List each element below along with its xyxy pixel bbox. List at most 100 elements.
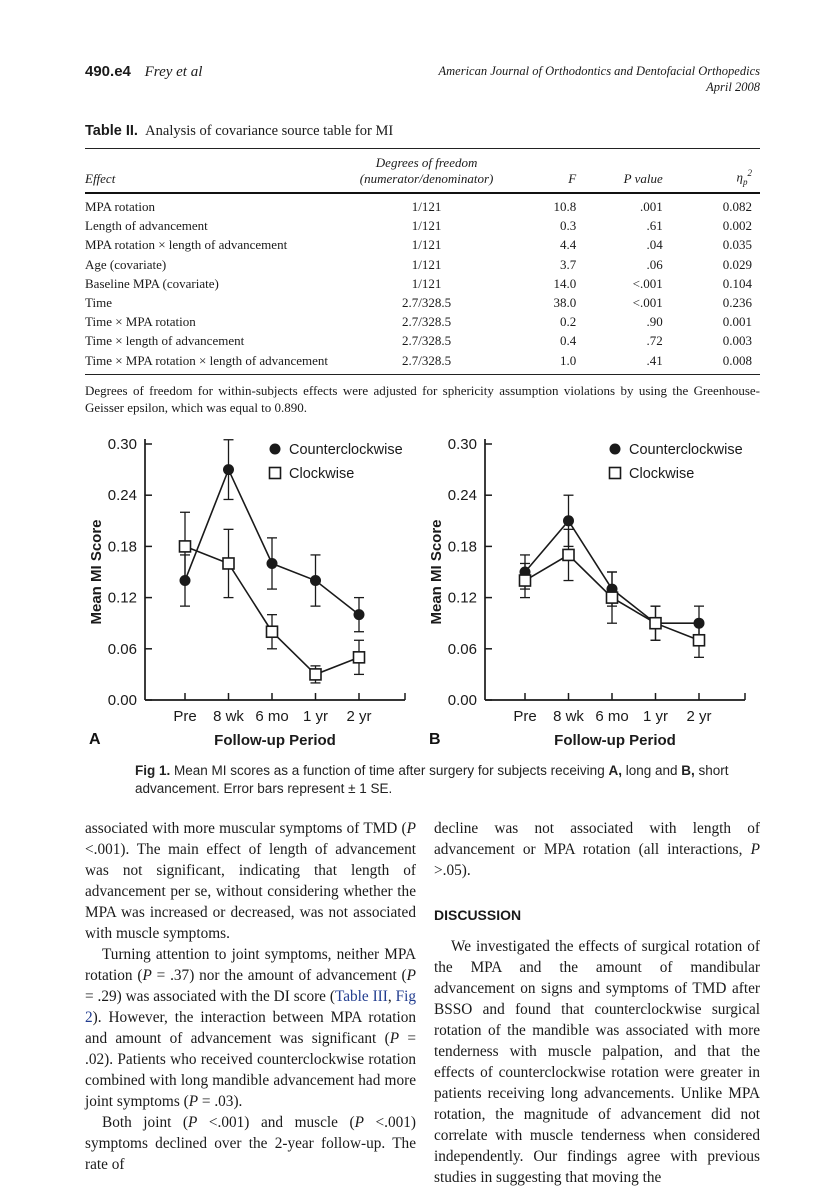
filled-circle-marker [609, 443, 621, 454]
line-chart-b: 0.00 0.06 0.12 0.18 0.24 0.30 Pre 8 wk 6 mo 1 yr 2… [428, 436, 746, 748]
cross-reference-link[interactable]: Fig 2 [85, 987, 416, 1026]
table-cell: 4.4 [559, 237, 577, 253]
table-row: Age (covariate) 1/121 3.7 .06 0.029 [85, 255, 760, 274]
cross-reference-link[interactable]: Table III [334, 987, 388, 1005]
open-square-marker [692, 633, 706, 647]
filled-circle-marker [563, 514, 574, 526]
open-square-marker [562, 548, 575, 561]
discussion-heading: DISCUSSION [434, 906, 522, 923]
table-cell: 0.008 [722, 352, 752, 368]
x-tick-label: 1 yr [643, 708, 668, 725]
table-title: Table II. Analysis of covariance source … [85, 123, 760, 140]
legend-label: Counterclockwise [289, 442, 403, 458]
table-cell: Age (covariate) [85, 256, 167, 272]
table-cell: Time × MPA rotation × length of advancem… [85, 352, 328, 368]
table-cell: 0.3 [559, 218, 577, 234]
table-cell: 1/121 [411, 275, 442, 291]
paragraph: associated with more muscular symptoms o… [85, 818, 416, 944]
table-row: Time × MPA rotation 2.7/328.5 0.2 .90 0.001 [85, 313, 760, 332]
table-cell: Time [85, 294, 112, 310]
table-cell: 0.082 [722, 199, 752, 214]
text-segment: Fig 1. [135, 762, 171, 778]
table-cell: 2.7/328.5 [402, 314, 452, 330]
issue-date: April 2008 [706, 80, 760, 94]
y-tick-label: 0.24 [448, 487, 477, 504]
y-tick-label: 0.24 [108, 487, 137, 504]
chart-panel-b: 0.00 0.06 0.12 0.18 0.24 0.30 Pre 8 wk 6 mo 1 yr 2… [427, 432, 759, 748]
table-cell: 1/121 [411, 237, 442, 253]
running-authors: Frey et al [144, 64, 203, 80]
text-segment: P [750, 840, 760, 858]
col-effect: Effect [85, 148, 348, 194]
x-tick-label: 8 wk [213, 708, 244, 725]
filled-circle-marker [223, 463, 234, 475]
open-square-marker [518, 573, 532, 587]
x-tick-label: 2 yr [686, 708, 711, 725]
table-row: MPA rotation 1/121 10.8 .001 0.082 [85, 193, 760, 217]
panel-label: B [429, 731, 441, 748]
table-cell: 0.236 [722, 294, 752, 310]
open-square-marker [265, 624, 279, 638]
table-cell: 2.7/328.5 [402, 352, 452, 368]
panel-label: A [89, 731, 101, 748]
open-square-marker [268, 466, 282, 479]
table-ii-block: Table II. Analysis of covariance source … [85, 123, 760, 416]
text-segment: Mean MI scores as a function of time aft… [170, 762, 609, 778]
table-cell: 0.002 [722, 218, 752, 234]
text-segment: P [389, 1029, 400, 1047]
figure-caption: Fig 1. Mean MI scores as a function of t… [135, 762, 755, 798]
text-segment: P [188, 1092, 199, 1110]
text-segment: A, [608, 762, 622, 778]
col-degrees-of-freedom: Degrees of freedom (numerator/denominato… [347, 148, 506, 194]
text-segment: P [188, 1113, 198, 1131]
x-axis-title: Follow-up Period [554, 732, 676, 748]
paragraph: We investigated the effects of surgical … [434, 936, 760, 1188]
table-header: Effect Degrees of freedom (numerator/den… [85, 148, 760, 194]
table-row: Time × MPA rotation × length of advancem… [85, 351, 760, 374]
text-segment: B, [681, 762, 695, 778]
table-cell: 0.035 [722, 237, 752, 253]
open-square-marker [222, 556, 235, 570]
text-segment: >.05). [434, 861, 471, 879]
text-segment: = .37) nor the amount of advancement ( [151, 966, 407, 984]
x-tick-label: Pre [513, 708, 536, 725]
journal-page: 490.e4 Frey et al American Journal of Or… [85, 63, 761, 1186]
y-tick-label: 0.18 [108, 538, 137, 555]
table-cell: 0.2 [559, 314, 577, 330]
x-tick-label: 6 mo [595, 708, 628, 725]
table-row: Time 2.7/328.5 38.0 <.001 0.236 [85, 293, 760, 312]
text-segment: short advancement. Error bars represent … [135, 762, 729, 796]
x-tick-label: 2 yr [346, 708, 371, 725]
text-segment: = .03). [198, 1092, 243, 1110]
journal-name: American Journal of Orthodontics and Den… [438, 64, 761, 78]
table-label: Table II. [85, 123, 138, 139]
text-segment: Both joint ( [102, 1113, 188, 1131]
y-tick-label: 0.30 [108, 436, 137, 453]
table-cell: 1/121 [411, 199, 442, 214]
body-text: associated with more muscular symptoms o… [85, 818, 760, 1188]
table-cell: Length of advancement [85, 218, 208, 234]
running-head-right: American Journal of Orthodontics and Den… [439, 63, 761, 95]
text-segment: = .29) was associated with the DI score … [85, 987, 335, 1005]
text-segment: P [406, 966, 416, 984]
table-cell: 2.7/328.5 [402, 294, 452, 310]
y-tick-label: 0.12 [448, 589, 477, 606]
table-cell: <.001 [632, 294, 663, 310]
table-cell: 1.0 [559, 352, 577, 368]
page-number: 490.e4 [85, 63, 131, 80]
x-tick-label: 8 wk [553, 708, 584, 725]
chart-panel-a: 0.00 0.06 0.12 0.18 0.24 0.30 Pre 8 wk 6 mo 1 yr 2… [87, 432, 419, 748]
table-cell: .61 [646, 218, 663, 234]
table-row: MPA rotation × length of advancement 1/12… [85, 236, 760, 255]
text-segment: , [387, 987, 396, 1005]
table-cell: .04 [646, 237, 663, 253]
table-cell: MPA rotation × length of advancement [85, 237, 288, 253]
col-f-statistic: F [505, 148, 583, 194]
y-tick-label: 0.30 [448, 436, 477, 453]
y-axis-title: Mean MI Score [88, 519, 105, 624]
figure-1: 0.00 0.06 0.12 0.18 0.24 0.30 Pre 8 wk 6 mo 1 yr 2… [87, 432, 760, 748]
filled-circle-marker [353, 608, 365, 620]
table-cell: 0.003 [722, 333, 752, 349]
text-segment: P [142, 966, 152, 984]
right-column: decline was not associated with length o… [434, 818, 760, 1188]
